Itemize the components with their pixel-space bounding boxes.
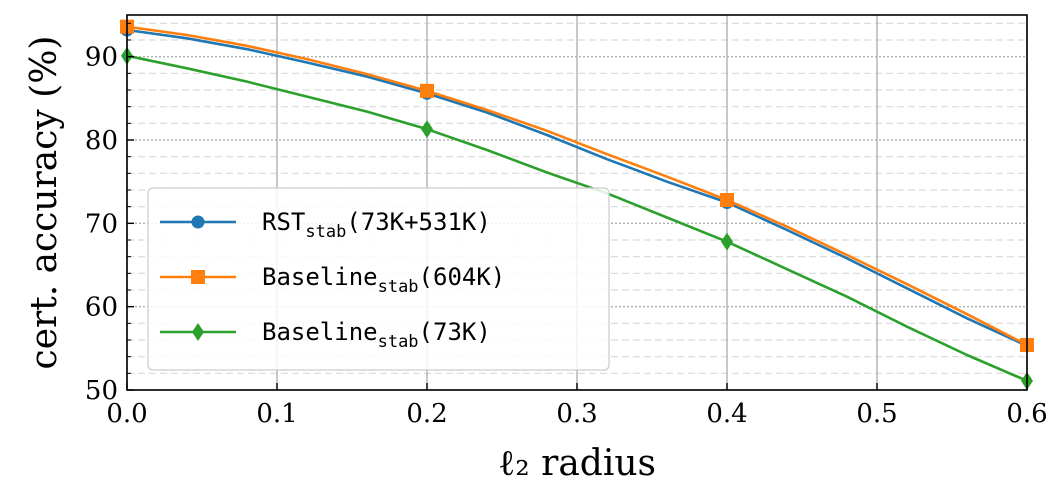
y-axis-title: cert. accuracy (%) (24, 36, 65, 370)
data-point (420, 83, 434, 98)
y-tick-label: 80 (85, 126, 118, 156)
axis-ticks (126, 22, 1028, 391)
y-tick-label: 50 (85, 376, 118, 406)
data-point (721, 232, 733, 251)
y-tick-label: 60 (85, 293, 118, 323)
x-tick-label: 0.3 (556, 399, 597, 429)
y-tick-label: 90 (85, 43, 118, 73)
x-tick-label: 0.0 (106, 399, 147, 429)
tick-labels: 0.0 0.1 0.2 0.3 0.4 0.5 0.6 50 60 70 80 90 (85, 43, 1048, 429)
x-tick-label: 0.5 (856, 399, 897, 429)
legend-box (147, 187, 610, 371)
data-point (720, 193, 734, 207)
x-axis-title: ℓ₂ radius (498, 443, 656, 484)
legend-label: RSTstab(73K+531K) (262, 208, 491, 242)
data-point (192, 323, 204, 341)
y-tick-label: 70 (85, 209, 118, 239)
x-tick-label: 0.4 (706, 399, 747, 429)
data-point (191, 215, 205, 229)
series-lines (126, 25, 1028, 383)
series-line (126, 28, 1028, 348)
data-point (421, 120, 433, 139)
x-tick-label: 0.2 (406, 399, 447, 429)
series-line (126, 25, 1028, 347)
legend-label: Baselinestab(73K) (262, 318, 491, 352)
legend: RSTstab(73K+531K) Baselinestab(604K) Basel… (147, 187, 610, 371)
data-point (191, 270, 205, 284)
series-line (126, 54, 1028, 383)
x-tick-label: 0.6 (1006, 399, 1047, 429)
legend-label: Baselinestab(604K) (262, 263, 505, 297)
x-tick-label: 0.1 (256, 399, 297, 429)
